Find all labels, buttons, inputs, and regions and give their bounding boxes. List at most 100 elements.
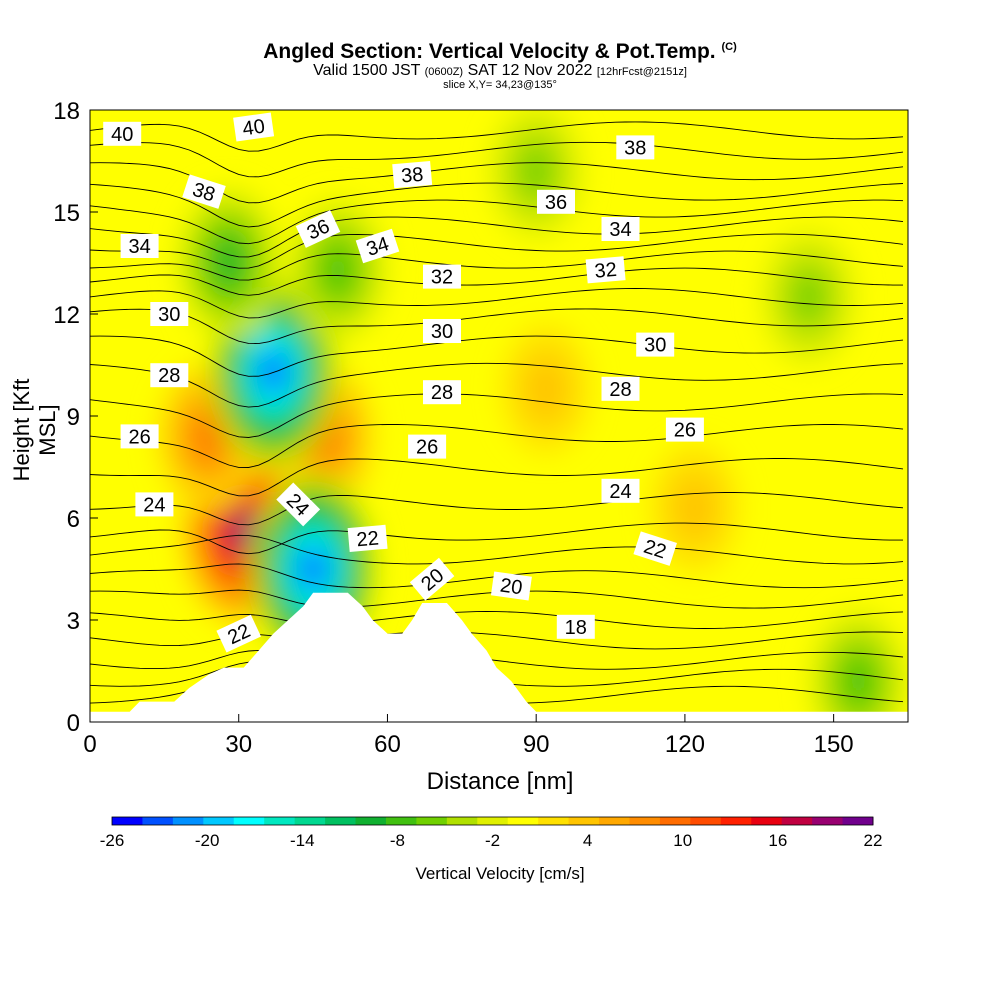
theta-contour-28 (90, 362, 904, 408)
colorbar-swatch (720, 817, 752, 825)
theta-label-18: 26 (120, 424, 159, 449)
theta-label-0: 40 (103, 121, 142, 146)
theta-contour-38 (90, 162, 904, 204)
theta-label-box (276, 482, 321, 527)
theta-contour-34 (90, 233, 904, 269)
colorbar-swatch (446, 817, 478, 825)
theta-label-box (409, 557, 455, 601)
velocity-cell-10 (846, 663, 871, 699)
theta-label-11: 32 (585, 256, 626, 284)
y-tick-label: 3 (67, 608, 80, 635)
theta-label-text: 32 (594, 259, 618, 283)
colorbar-swatch (142, 817, 174, 825)
theta-contour-23 (90, 522, 903, 555)
theta-label-9: 34 (601, 217, 640, 241)
y-tick-label: 15 (53, 200, 80, 227)
theta-label-24: 22 (347, 524, 388, 553)
theta-label-box (120, 424, 159, 449)
x-axis: 0 30 60 90 120 150 (83, 714, 854, 758)
theta-label-text: 38 (624, 137, 646, 159)
colorbar-label: 4 (583, 831, 592, 850)
theta-label-box (636, 332, 675, 357)
colorbar-label: -20 (195, 831, 220, 850)
colorbar-swatch (325, 817, 357, 825)
theta-contour-35 (90, 216, 904, 258)
colorbar-label: -14 (290, 831, 315, 850)
colorbar-swatch (629, 817, 661, 825)
theta-contour-26 (90, 424, 904, 468)
theta-label-box (616, 135, 655, 160)
theta-label-3: 38 (392, 160, 433, 189)
velocity-cell-11 (521, 148, 552, 194)
colorbar-swatch (690, 817, 722, 825)
theta-label-text: 28 (431, 382, 453, 404)
theta-label-box (665, 417, 704, 442)
colorbar-swatch (112, 817, 143, 825)
colorbar-frame (111, 816, 874, 826)
theta-contour-27 (90, 393, 904, 438)
theta-label-box (135, 492, 174, 517)
theta-label-box (537, 189, 575, 214)
velocity-cell-7 (673, 476, 717, 540)
theta-label-box (423, 380, 461, 405)
theta-label-text: 26 (416, 437, 438, 459)
theta-label-box (490, 571, 532, 601)
x-tick-label: 0 (83, 731, 96, 758)
theta-label-15: 28 (150, 363, 189, 388)
theta-label-text: 40 (111, 124, 133, 146)
subtitle-forecast: [12hrFcst@2151z] (596, 66, 687, 78)
x-tick-label: 90 (523, 731, 550, 758)
colorbar-swatch (355, 817, 387, 825)
x-axis-label: Distance [nm] (426, 768, 574, 795)
theta-contour-25 (90, 458, 904, 497)
colorbar-swatch (812, 817, 844, 825)
colorbar-swatch (233, 817, 265, 825)
theta-label-text: 22 (356, 527, 380, 551)
theta-label-box (585, 256, 626, 284)
theta-label-text: 32 (431, 267, 453, 289)
theta-label-box (216, 614, 261, 653)
theta-label-box (392, 160, 433, 189)
theta-label-box (355, 228, 400, 264)
colorbar-label: -2 (485, 831, 500, 850)
theta-label-19: 26 (408, 434, 447, 459)
velocity-cell-8 (524, 357, 568, 421)
theta-label-box (633, 531, 677, 566)
theta-label-text: 38 (400, 164, 424, 188)
colorbar-swatch (172, 817, 204, 825)
colorbar-label: 10 (673, 831, 692, 850)
colorbar-swatch (264, 817, 296, 825)
theta-contours (90, 121, 904, 704)
title-text: Angled Section: Vertical Velocity & Pot.… (263, 40, 716, 63)
theta-contour-40 (90, 121, 904, 152)
y-tick-label: 6 (67, 506, 80, 533)
theta-label-text: 18 (565, 617, 587, 639)
theta-label-1: 40 (233, 112, 275, 142)
title-unit: (C) (721, 41, 737, 53)
colorbar-swatch (294, 817, 326, 825)
colorbar-label: -26 (100, 831, 125, 850)
theta-label-7: 34 (120, 234, 159, 258)
theta-label-text: 30 (431, 321, 453, 343)
velocity-cell-1 (198, 421, 220, 452)
y-axis-label: Height [Kft MSL] (9, 378, 60, 482)
y-tick-label: 9 (67, 404, 80, 431)
theta-label-28: 20 (490, 571, 532, 601)
colorbar-swatch (477, 817, 509, 825)
x-tick-label: 150 (814, 731, 854, 758)
slice-info: slice X,Y= 34,23@135° (443, 79, 557, 91)
theta-label-12: 30 (150, 302, 189, 326)
theta-label-25: 22 (633, 531, 677, 566)
theta-label-16: 28 (423, 380, 461, 405)
y-tick-label: 18 (53, 98, 80, 125)
velocity-cell-4 (308, 561, 318, 577)
theta-label-21: 24 (135, 492, 174, 517)
theta-label-6: 36 (537, 189, 575, 214)
theta-label-14: 30 (636, 332, 675, 357)
theta-label-text: 24 (143, 494, 165, 516)
theta-label-box (233, 112, 275, 142)
velocity-cell-0 (237, 522, 250, 541)
terrain (90, 592, 908, 722)
colorbar-label: 22 (864, 831, 883, 850)
